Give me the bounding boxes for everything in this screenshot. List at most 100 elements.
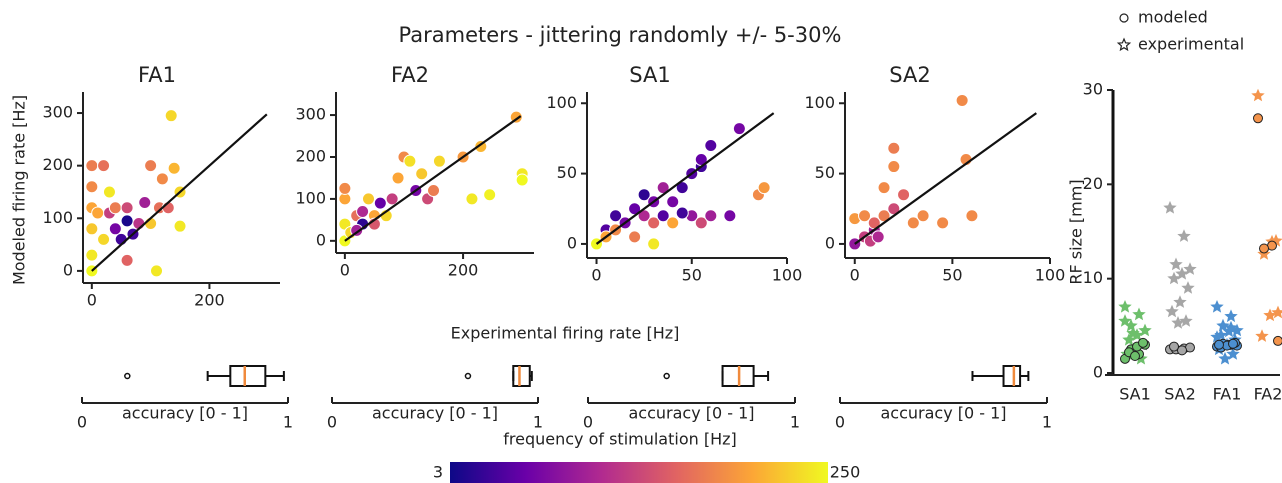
experimental-point <box>1167 271 1181 285</box>
modeled-point <box>1169 341 1179 352</box>
scatter-point <box>732 122 746 136</box>
scatter-point <box>877 181 891 195</box>
x-tick-label: 100 <box>1035 266 1066 285</box>
experimental-point <box>1181 281 1195 294</box>
scatter-point <box>155 172 169 186</box>
scatter-point <box>167 161 181 175</box>
experimental-point <box>1165 304 1179 318</box>
scatter-point <box>120 201 134 215</box>
identity-line <box>595 112 775 245</box>
scatter-point <box>97 232 111 246</box>
x-tick-label: 1 <box>533 413 543 432</box>
scatter-point <box>483 188 497 202</box>
x-tick-label: 0 <box>77 413 87 432</box>
scatter-point <box>515 173 529 187</box>
y-tick-label: 100 <box>42 208 73 227</box>
scatter-point <box>465 192 479 206</box>
modeled-point <box>1253 113 1263 124</box>
scatter-point <box>694 216 708 230</box>
figure-title: Parameters - jittering randomly +/- 5-30… <box>399 23 842 47</box>
y-tick-label: 0 <box>825 233 835 252</box>
x-tick-label: 1 <box>790 413 800 432</box>
experimental-point <box>1132 307 1146 321</box>
modeled-point <box>1177 345 1187 356</box>
x-tick-label: FA1 <box>1213 385 1242 404</box>
experimental-point <box>1218 351 1232 365</box>
y-tick-label: 20 <box>1083 174 1103 193</box>
x-axis-label: accuracy [0 - 1] <box>880 404 1006 423</box>
identity-line <box>344 115 522 242</box>
x-tick-label: 0 <box>591 266 601 285</box>
colorbar-tick-label: 250 <box>830 463 861 482</box>
x-tick-label: 50 <box>682 266 702 285</box>
scatter-point <box>120 214 134 228</box>
scatter-point <box>916 209 930 223</box>
scatter-point <box>150 264 164 278</box>
y-tick-label: 100 <box>295 188 326 207</box>
scatter-point <box>656 209 670 223</box>
scatter-point <box>647 237 661 251</box>
modeled-point <box>1138 337 1148 348</box>
experimental-point <box>1122 333 1136 346</box>
scatter-point <box>628 230 642 244</box>
panel-title: FA2 <box>391 63 429 87</box>
x-tick-label: SA2 <box>1164 385 1196 404</box>
scatter-point <box>609 209 623 223</box>
y-tick-label: 50 <box>557 163 577 182</box>
panel-title: FA1 <box>138 63 176 87</box>
y-tick-label: 0 <box>63 260 73 279</box>
x-tick-label: SA1 <box>1119 385 1151 404</box>
scatter-point <box>858 209 872 223</box>
experimental-point <box>1173 295 1187 308</box>
scatter-point <box>666 216 680 230</box>
x-tick-label: 0 <box>850 266 860 285</box>
y-axis-label: Modeled firing rate [Hz] <box>10 95 29 285</box>
experimental-point <box>1126 326 1140 339</box>
scatter-point <box>666 195 680 209</box>
y-tick-label: 0 <box>567 233 577 252</box>
colorbar <box>450 462 828 483</box>
scatter-point <box>85 159 99 173</box>
y-tick-label: 50 <box>815 163 835 182</box>
scatter-point <box>906 216 920 230</box>
x-tick-label: 1 <box>1042 413 1052 432</box>
scatter-point <box>704 209 718 223</box>
scatter-point <box>173 219 187 233</box>
experimental-point <box>1230 323 1244 337</box>
modeled-point <box>1130 351 1140 362</box>
y-tick-label: 10 <box>1083 268 1103 287</box>
legend-label: modeled <box>1138 8 1208 27</box>
y-tick-label: 300 <box>295 105 326 124</box>
scatter-point <box>936 216 950 230</box>
modeled-point <box>1228 338 1238 349</box>
y-tick-label: 0 <box>1093 363 1103 382</box>
scatter-point <box>108 201 122 215</box>
y-tick-label: 300 <box>42 103 73 122</box>
scatter-point <box>647 216 661 230</box>
scatter-point <box>338 181 352 195</box>
box <box>229 365 267 387</box>
y-tick-label: 200 <box>295 146 326 165</box>
experimental-point <box>1269 233 1282 247</box>
x-tick-label: 0 <box>340 261 350 280</box>
panel-title: SA2 <box>889 63 930 87</box>
box <box>1002 365 1022 387</box>
legend-label: experimental <box>1138 35 1244 54</box>
scatter-point <box>887 141 901 155</box>
modeled-point <box>1259 243 1269 254</box>
flier <box>663 372 670 380</box>
legend-marker <box>1119 13 1129 23</box>
scatter-point <box>85 222 99 236</box>
y-tick-label: 100 <box>804 93 835 112</box>
scatter-point <box>871 230 885 244</box>
y-axis-label: RF size [mm] <box>1067 179 1086 284</box>
flier <box>124 372 131 380</box>
experimental-point <box>1251 88 1265 102</box>
x-axis-label: accuracy [0 - 1] <box>372 404 498 423</box>
experimental-point <box>1271 305 1282 319</box>
x-tick-label: 1 <box>283 413 293 432</box>
y-tick-label: 30 <box>1083 80 1103 99</box>
scatter-point <box>757 181 771 195</box>
scatter-point <box>108 222 122 236</box>
scatter-point <box>427 184 441 198</box>
